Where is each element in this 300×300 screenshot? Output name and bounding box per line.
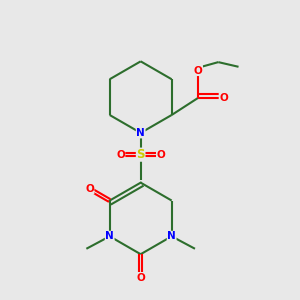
Text: O: O (136, 272, 145, 283)
Text: O: O (194, 65, 203, 76)
Text: N: N (167, 231, 176, 241)
Text: S: S (136, 148, 145, 161)
Text: O: O (116, 150, 125, 160)
Text: N: N (105, 231, 114, 241)
Text: O: O (157, 150, 165, 160)
Text: O: O (85, 184, 94, 194)
Text: N: N (136, 128, 145, 138)
Text: O: O (219, 93, 228, 103)
